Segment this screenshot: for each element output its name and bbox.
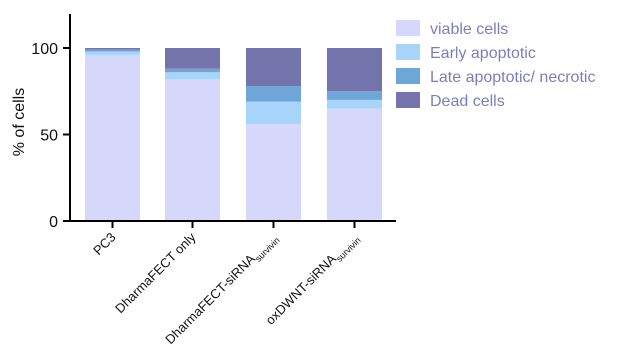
bar-segment [246,48,301,87]
x-tick-label: DharmaFECT only [112,229,199,316]
bar-segment [246,124,301,221]
y-axis-label: % of cells [11,88,28,156]
legend-label: viable cells [430,21,508,38]
bar-segment [246,101,301,125]
bar-segment [165,48,220,69]
legend-swatch [396,68,420,84]
y-tick-label: 100 [31,41,58,58]
legend-label: Early apoptotic [430,45,536,62]
bar-segment [85,54,140,221]
bar-segment [327,99,382,109]
bar-segment [85,51,140,55]
y-tick-label: 50 [40,128,58,145]
bar-segment [165,68,220,73]
legend-label: Dead cells [430,93,505,110]
legend: viable cells Early apoptotic Late apoptoti… [396,20,595,110]
y-tick-label: 0 [49,214,58,231]
bar-segment [165,79,220,221]
legend-swatch [396,20,420,36]
bar-segment [327,91,382,100]
x-tick-label: PC3 [90,230,118,258]
bar-segment [246,86,301,102]
legend-swatch [396,92,420,108]
bar-segment [327,48,382,92]
y-ticks-group: 0 50 100 [31,41,70,231]
bar-segment [165,72,220,80]
bar-segment [327,108,382,221]
bar-segment [85,49,140,52]
legend-swatch [396,44,420,60]
legend-label: Late apoptotic/ necrotic [430,69,595,86]
bar-segment [85,48,140,50]
bars-group [85,48,382,221]
